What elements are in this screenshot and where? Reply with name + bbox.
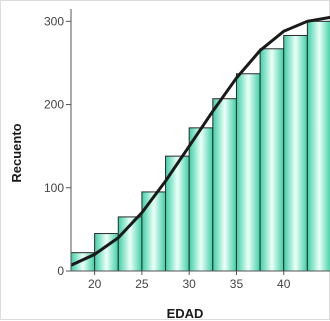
x-tick-label-3: 35 [230, 277, 244, 291]
histogram-bar-5 [188, 127, 214, 272]
y-axis-label: Recuento [9, 123, 24, 182]
x-tick-label-4: 40 [277, 277, 291, 291]
histogram-bar-8 [259, 48, 285, 272]
y-tick-label-1: 100 [44, 181, 64, 195]
bars-layer [70, 20, 330, 272]
y-tick-label-2: 200 [44, 98, 64, 112]
axes-layer: 0 100 200 300 20 25 30 35 40 [44, 9, 330, 291]
normal-curve-line [70, 15, 330, 267]
y-tick-label-0: 0 [57, 264, 64, 278]
histogram-bar-10 [306, 20, 330, 272]
x-tick-label-0: 20 [88, 277, 102, 291]
histogram-bar-7 [235, 73, 261, 272]
x-tick-label-1: 25 [135, 277, 149, 291]
x-axis-label: EDAD [167, 306, 204, 321]
histogram-bar-9 [283, 34, 308, 272]
x-tick-label-2: 30 [183, 277, 197, 291]
y-tick-label-3: 300 [44, 14, 64, 28]
histogram-bar-6 [212, 98, 237, 272]
histogram-bar-3 [141, 191, 167, 272]
